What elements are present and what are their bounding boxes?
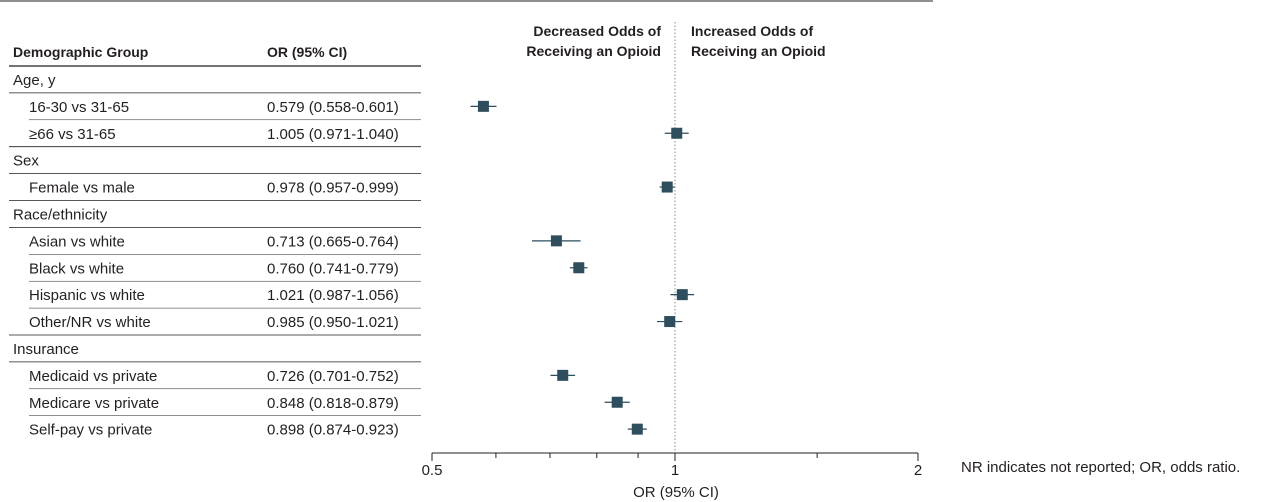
row-label: Female vs male xyxy=(29,180,135,197)
row-or-ci: 0.848 (0.818-0.879) xyxy=(267,395,399,412)
or-marker xyxy=(671,127,683,139)
row-or-ci: 1.005 (0.971-1.040) xyxy=(267,126,399,143)
decreased-odds-label-line2: Receiving an Opioid xyxy=(526,43,661,59)
x-axis-ticks: 0.5 1 2 xyxy=(422,453,922,479)
x-axis-title: OR (95% CI) xyxy=(633,484,719,501)
or-marker xyxy=(550,235,562,247)
or-marker xyxy=(557,369,569,381)
row-label: ≥66 vs 31-65 xyxy=(29,126,116,143)
row-or-ci: 0.579 (0.558-0.601) xyxy=(267,99,399,116)
group-heading: Race/ethnicity xyxy=(13,207,108,224)
row-label: Self-pay vs private xyxy=(29,422,152,439)
x-tick-label: 1 xyxy=(671,462,679,479)
table-rows: Age, y 16-30 vs 31-65 0.579 (0.558-0.601) ≥… xyxy=(9,72,421,439)
row-label: Hispanic vs white xyxy=(29,287,145,304)
or-marker xyxy=(631,423,643,435)
row-or-ci: 0.898 (0.874-0.923) xyxy=(267,422,399,439)
row-or-ci: 1.021 (0.987-1.056) xyxy=(267,287,399,304)
row-or-ci: 0.726 (0.701-0.752) xyxy=(267,368,399,385)
footnote: NR indicates not reported; OR, odds rati… xyxy=(961,459,1241,476)
row-label: Black vs white xyxy=(29,260,124,277)
group-heading: Age, y xyxy=(13,72,56,89)
or-marker xyxy=(611,396,623,408)
or-marker xyxy=(573,262,585,274)
row-label: Medicare vs private xyxy=(29,395,159,412)
row-or-ci: 0.760 (0.741-0.779) xyxy=(267,260,399,277)
or-marker xyxy=(664,316,676,328)
row-label: 16-30 vs 31-65 xyxy=(29,99,129,116)
header-or-ci: OR (95% CI) xyxy=(267,44,347,60)
increased-odds-label-line1: Increased Odds of xyxy=(691,23,813,39)
group-heading: Sex xyxy=(13,153,39,170)
increased-odds-label-line2: Receiving an Opioid xyxy=(691,43,826,59)
x-tick-label: 2 xyxy=(914,462,922,479)
decreased-odds-label-line1: Decreased Odds of xyxy=(533,23,661,39)
row-label: Medicaid vs private xyxy=(29,368,157,385)
or-marker xyxy=(477,100,489,112)
x-tick-label: 0.5 xyxy=(422,462,443,479)
row-or-ci: 0.985 (0.950-1.021) xyxy=(267,314,399,331)
group-heading: Insurance xyxy=(13,341,79,358)
or-marker xyxy=(676,289,688,301)
plot-markers xyxy=(470,100,695,435)
row-label: Other/NR vs white xyxy=(29,314,151,331)
or-marker xyxy=(661,181,673,193)
header-demographic-group: Demographic Group xyxy=(13,44,148,60)
row-or-ci: 0.978 (0.957-0.999) xyxy=(267,180,399,197)
row-or-ci: 0.713 (0.665-0.764) xyxy=(267,233,399,250)
row-label: Asian vs white xyxy=(29,233,125,250)
